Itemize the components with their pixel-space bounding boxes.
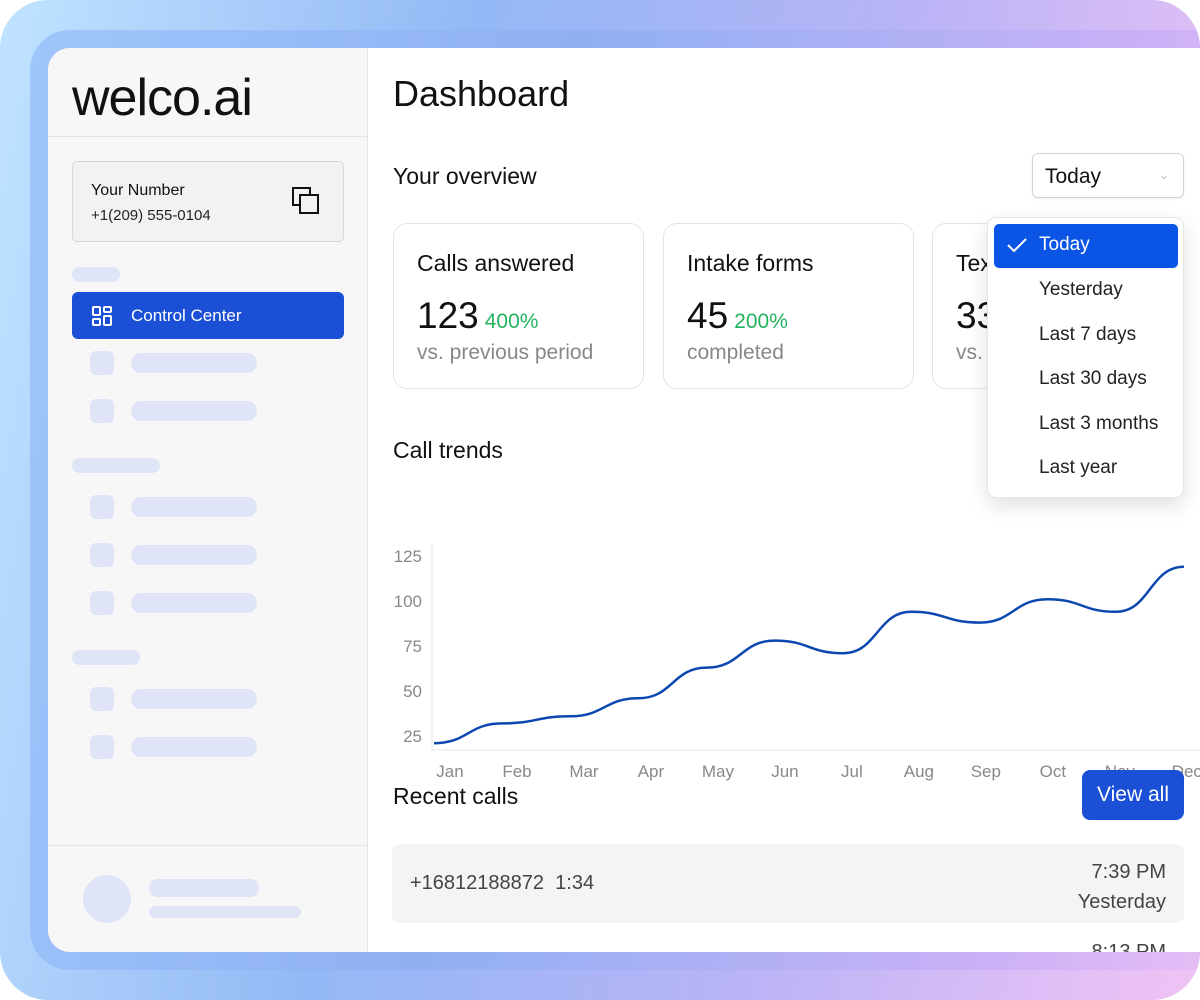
sidebar: welco.ai Your Number +1(209) 555-0104 Co… bbox=[48, 48, 368, 952]
call-number: +16812188872 bbox=[410, 872, 545, 894]
y-tick-label: 25 bbox=[403, 727, 422, 746]
card-change: 400% bbox=[484, 310, 539, 333]
placeholder-icon bbox=[90, 543, 114, 567]
stat-card-intake: Intake forms 45 200% completed bbox=[663, 223, 914, 389]
card-number: 123 bbox=[417, 295, 479, 336]
y-tick-label: 100 bbox=[394, 592, 422, 611]
x-tick-label: Oct bbox=[1040, 762, 1067, 781]
card-change: 200% bbox=[734, 310, 788, 333]
x-tick-label: Sep bbox=[971, 762, 1001, 781]
call-duration: 1:34 bbox=[555, 872, 595, 894]
card-title: Calls answered bbox=[417, 250, 575, 276]
your-number-value: +1(209) 555-0104 bbox=[91, 207, 211, 224]
placeholder-icon bbox=[90, 495, 114, 519]
card-sub: vs. previous period bbox=[417, 341, 594, 364]
option-label: Today bbox=[1039, 234, 1090, 255]
placeholder-icon bbox=[90, 735, 114, 759]
option-last-year[interactable]: Last year bbox=[1039, 457, 1118, 478]
placeholder-icon bbox=[90, 351, 114, 375]
chevron-down-icon: ⌄ bbox=[1158, 168, 1169, 182]
divider bbox=[48, 845, 368, 846]
placeholder-line bbox=[149, 906, 301, 918]
divider bbox=[48, 136, 368, 137]
card-title: Intake forms bbox=[687, 250, 814, 276]
x-tick-label: Mar bbox=[569, 762, 599, 781]
app-window: welco.ai Your Number +1(209) 555-0104 Co… bbox=[48, 48, 1200, 952]
placeholder-item bbox=[131, 737, 257, 757]
main-content: Dashboard Your overview Today ⌄ Calls ans… bbox=[368, 48, 1200, 952]
placeholder-icon bbox=[90, 687, 114, 711]
call-number-duration: +16812188872 1:34 bbox=[410, 872, 594, 895]
copy-icon[interactable] bbox=[291, 186, 321, 216]
recent-call-time-partial: 8:13 PM bbox=[1091, 941, 1166, 952]
option-last-3-months[interactable]: Last 3 months bbox=[1039, 413, 1159, 434]
x-tick-label: Jul bbox=[841, 762, 863, 781]
page-title: Dashboard bbox=[393, 73, 570, 114]
call-time-value: 7:39 PM bbox=[1091, 861, 1166, 883]
placeholder-item bbox=[131, 545, 257, 565]
avatar-placeholder bbox=[83, 875, 131, 923]
card-number: 45 bbox=[687, 295, 729, 336]
stat-card-calls: Calls answered 123 400% vs. previous peri… bbox=[393, 223, 644, 389]
placeholder-line bbox=[149, 879, 259, 897]
series-line bbox=[433, 565, 1185, 745]
view-all-button[interactable]: View all bbox=[1082, 770, 1184, 820]
option-last-30-days[interactable]: Last 30 days bbox=[1039, 368, 1147, 389]
x-tick-label: Feb bbox=[502, 762, 531, 781]
placeholder-icon bbox=[90, 399, 114, 423]
placeholder-item bbox=[131, 353, 257, 373]
placeholder-item bbox=[131, 497, 257, 517]
period-dropdown-menu: Today Yesterday Last 7 days Last 30 days… bbox=[987, 217, 1184, 498]
option-last-7-days[interactable]: Last 7 days bbox=[1039, 324, 1137, 345]
period-select-value: Today bbox=[1045, 165, 1102, 188]
card-value: 123 400% bbox=[417, 295, 538, 337]
call-time: 7:39 PM Yesterday bbox=[1078, 857, 1166, 917]
call-trends-chart: 25 50 75 100 125 Jan Feb Mar Apr May Jun Jul Aug Sep O… bbox=[394, 544, 1200, 781]
card-value: 45 200% bbox=[687, 295, 788, 337]
placeholder-section bbox=[72, 650, 140, 665]
y-tick-label: 50 bbox=[403, 682, 422, 701]
recent-call-row[interactable]: +16812188872 1:34 7:39 PM Yesterday bbox=[392, 844, 1184, 923]
overview-heading: Your overview bbox=[393, 163, 537, 189]
placeholder-section bbox=[72, 458, 160, 473]
sidebar-item-control-center[interactable]: Control Center bbox=[72, 292, 344, 339]
placeholder-icon bbox=[90, 591, 114, 615]
card-sub: vs. bbox=[956, 341, 983, 364]
placeholder-item bbox=[131, 401, 257, 421]
placeholder-section bbox=[72, 267, 120, 282]
y-tick-label: 125 bbox=[394, 547, 422, 566]
card-title: Tex bbox=[956, 250, 992, 276]
x-tick-label: May bbox=[702, 762, 735, 781]
x-tick-label: Aug bbox=[904, 762, 934, 781]
option-yesterday[interactable]: Yesterday bbox=[1039, 279, 1123, 300]
call-day: Yesterday bbox=[1077, 891, 1166, 913]
placeholder-item bbox=[131, 593, 257, 613]
logo: welco.ai bbox=[72, 69, 253, 127]
call-trends-heading: Call trends bbox=[393, 437, 503, 463]
x-tick-label: Apr bbox=[638, 762, 665, 781]
placeholder-item bbox=[131, 689, 257, 709]
your-number-box: Your Number +1(209) 555-0104 bbox=[72, 161, 344, 242]
period-select[interactable]: Today ⌄ bbox=[1032, 153, 1184, 198]
y-tick-label: 75 bbox=[403, 637, 422, 656]
x-tick-label: Jun bbox=[771, 762, 798, 781]
grid-icon bbox=[92, 306, 112, 326]
sidebar-item-label: Control Center bbox=[131, 306, 242, 325]
card-sub: completed bbox=[687, 341, 784, 364]
your-number-label: Your Number bbox=[91, 182, 185, 199]
option-today[interactable]: Today bbox=[994, 224, 1178, 268]
recent-calls-heading: Recent calls bbox=[393, 783, 519, 809]
x-tick-label: Jan bbox=[436, 762, 463, 781]
check-icon bbox=[1007, 238, 1027, 253]
